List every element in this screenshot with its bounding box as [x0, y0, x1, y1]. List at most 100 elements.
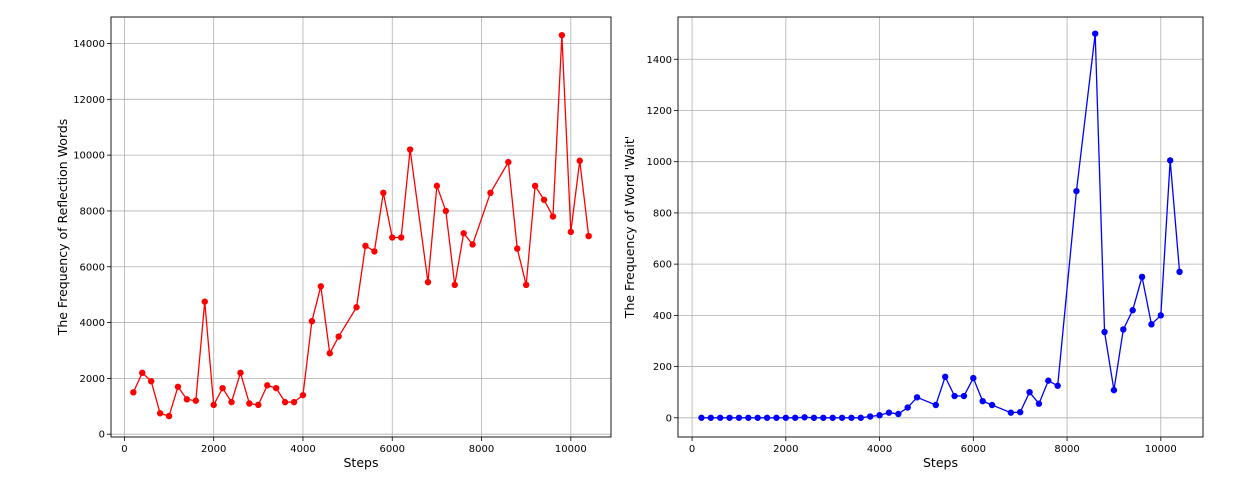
- data-point: [201, 298, 208, 305]
- data-point: [1007, 409, 1015, 416]
- data-point: [246, 400, 253, 407]
- series-line: [701, 33, 1181, 419]
- data-point: [735, 414, 743, 421]
- data-point: [763, 414, 771, 421]
- data-point: [165, 412, 173, 420]
- data-point: [932, 401, 940, 409]
- x-tick-label: 2000: [201, 444, 226, 455]
- data-point: [549, 213, 557, 220]
- data-point: [838, 414, 846, 421]
- data-point: [281, 398, 289, 406]
- data-point: [1045, 377, 1052, 384]
- x-tick-label: 4000: [290, 444, 315, 455]
- data-point: [941, 373, 949, 381]
- y-tick-label: 200: [653, 362, 672, 373]
- data-point: [1091, 30, 1099, 37]
- data-point: [951, 392, 958, 400]
- y-tick-label: 10000: [73, 151, 105, 162]
- axes-frame: [677, 16, 1204, 438]
- data-point: [698, 414, 705, 421]
- data-point: [567, 228, 575, 236]
- data-point: [904, 404, 911, 411]
- data-point: [371, 248, 378, 255]
- data-point: [353, 304, 360, 311]
- series-points: [130, 31, 592, 420]
- data-point: [272, 384, 280, 392]
- data-point: [389, 234, 396, 241]
- data-point: [531, 182, 539, 190]
- grid: [111, 17, 611, 437]
- y-tick-label: 0: [99, 430, 105, 441]
- y-tick-label: 1200: [647, 106, 672, 117]
- y-tick-label: 12000: [73, 95, 105, 106]
- x-tick-label: 8000: [1054, 444, 1079, 455]
- y-tick-label: 1000: [647, 157, 672, 168]
- x-tick-label: 10000: [555, 444, 587, 455]
- data-point: [317, 283, 325, 290]
- data-point: [848, 414, 855, 421]
- data-point: [745, 414, 752, 421]
- data-point: [1101, 328, 1108, 336]
- y-axis-label: The Frequency of Word 'Wait': [622, 136, 637, 319]
- data-point: [801, 414, 808, 421]
- x-axis-label: Steps: [923, 455, 958, 470]
- y-tick-label: 4000: [80, 318, 105, 329]
- data-point: [895, 410, 902, 418]
- data-point: [1166, 157, 1174, 164]
- data-point: [192, 397, 200, 404]
- data-point: [335, 333, 342, 340]
- data-point: [326, 350, 333, 357]
- x-tick-label: 6000: [961, 444, 986, 455]
- data-point: [576, 157, 583, 164]
- data-point: [442, 207, 450, 215]
- series-points: [698, 30, 1183, 421]
- data-point: [505, 158, 512, 166]
- data-point: [130, 389, 137, 396]
- data-point: [716, 414, 724, 421]
- y-axis-label: The Frequency of Reflection Words: [55, 119, 70, 337]
- data-point: [1035, 400, 1043, 407]
- y-tick-label: 2000: [80, 374, 105, 385]
- y-tick-label: 0: [666, 413, 672, 424]
- data-point: [726, 414, 733, 421]
- data-point: [255, 401, 262, 409]
- y-tick-label: 8000: [80, 206, 105, 217]
- data-point: [754, 414, 761, 421]
- data-point: [1054, 382, 1061, 389]
- y-tick-label: 14000: [73, 39, 105, 50]
- data-point: [585, 232, 592, 240]
- data-point: [290, 398, 298, 406]
- x-axis-label: Steps: [344, 455, 379, 470]
- x-tick-label: 8000: [469, 444, 494, 455]
- data-point: [308, 317, 316, 325]
- x-tick-label: 6000: [380, 444, 405, 455]
- data-point: [210, 401, 217, 409]
- data-point: [139, 369, 146, 377]
- data-point: [782, 414, 790, 421]
- y-tick-label: 600: [653, 260, 672, 271]
- data-point: [1148, 321, 1155, 328]
- data-point: [988, 401, 996, 409]
- chart-2: 0 2000 4000 6000 8000 10000 0 200 400 600 800 1000 1…: [622, 16, 1204, 470]
- axes-frame: [110, 16, 612, 438]
- data-point: [451, 281, 458, 289]
- data-point: [1016, 408, 1024, 416]
- data-point: [857, 414, 865, 421]
- y-tick-label: 1400: [647, 55, 672, 66]
- data-point: [1157, 312, 1165, 319]
- x-tick-label: 10000: [1145, 444, 1177, 455]
- data-point: [514, 245, 521, 252]
- data-point: [487, 189, 494, 197]
- y-tick-label: 400: [653, 311, 672, 322]
- data-point: [773, 414, 780, 421]
- data-point: [1176, 268, 1183, 276]
- x-tick-label: 2000: [773, 444, 798, 455]
- data-point: [970, 374, 977, 382]
- data-point: [522, 281, 530, 289]
- data-point: [810, 414, 818, 421]
- data-point: [791, 414, 799, 421]
- data-point: [913, 394, 921, 401]
- data-point: [1110, 386, 1118, 394]
- data-point: [707, 414, 715, 421]
- chart-1: 0 2000 4000 6000 8000 10000 0 2000 4000 6000 8000 1…: [55, 16, 612, 470]
